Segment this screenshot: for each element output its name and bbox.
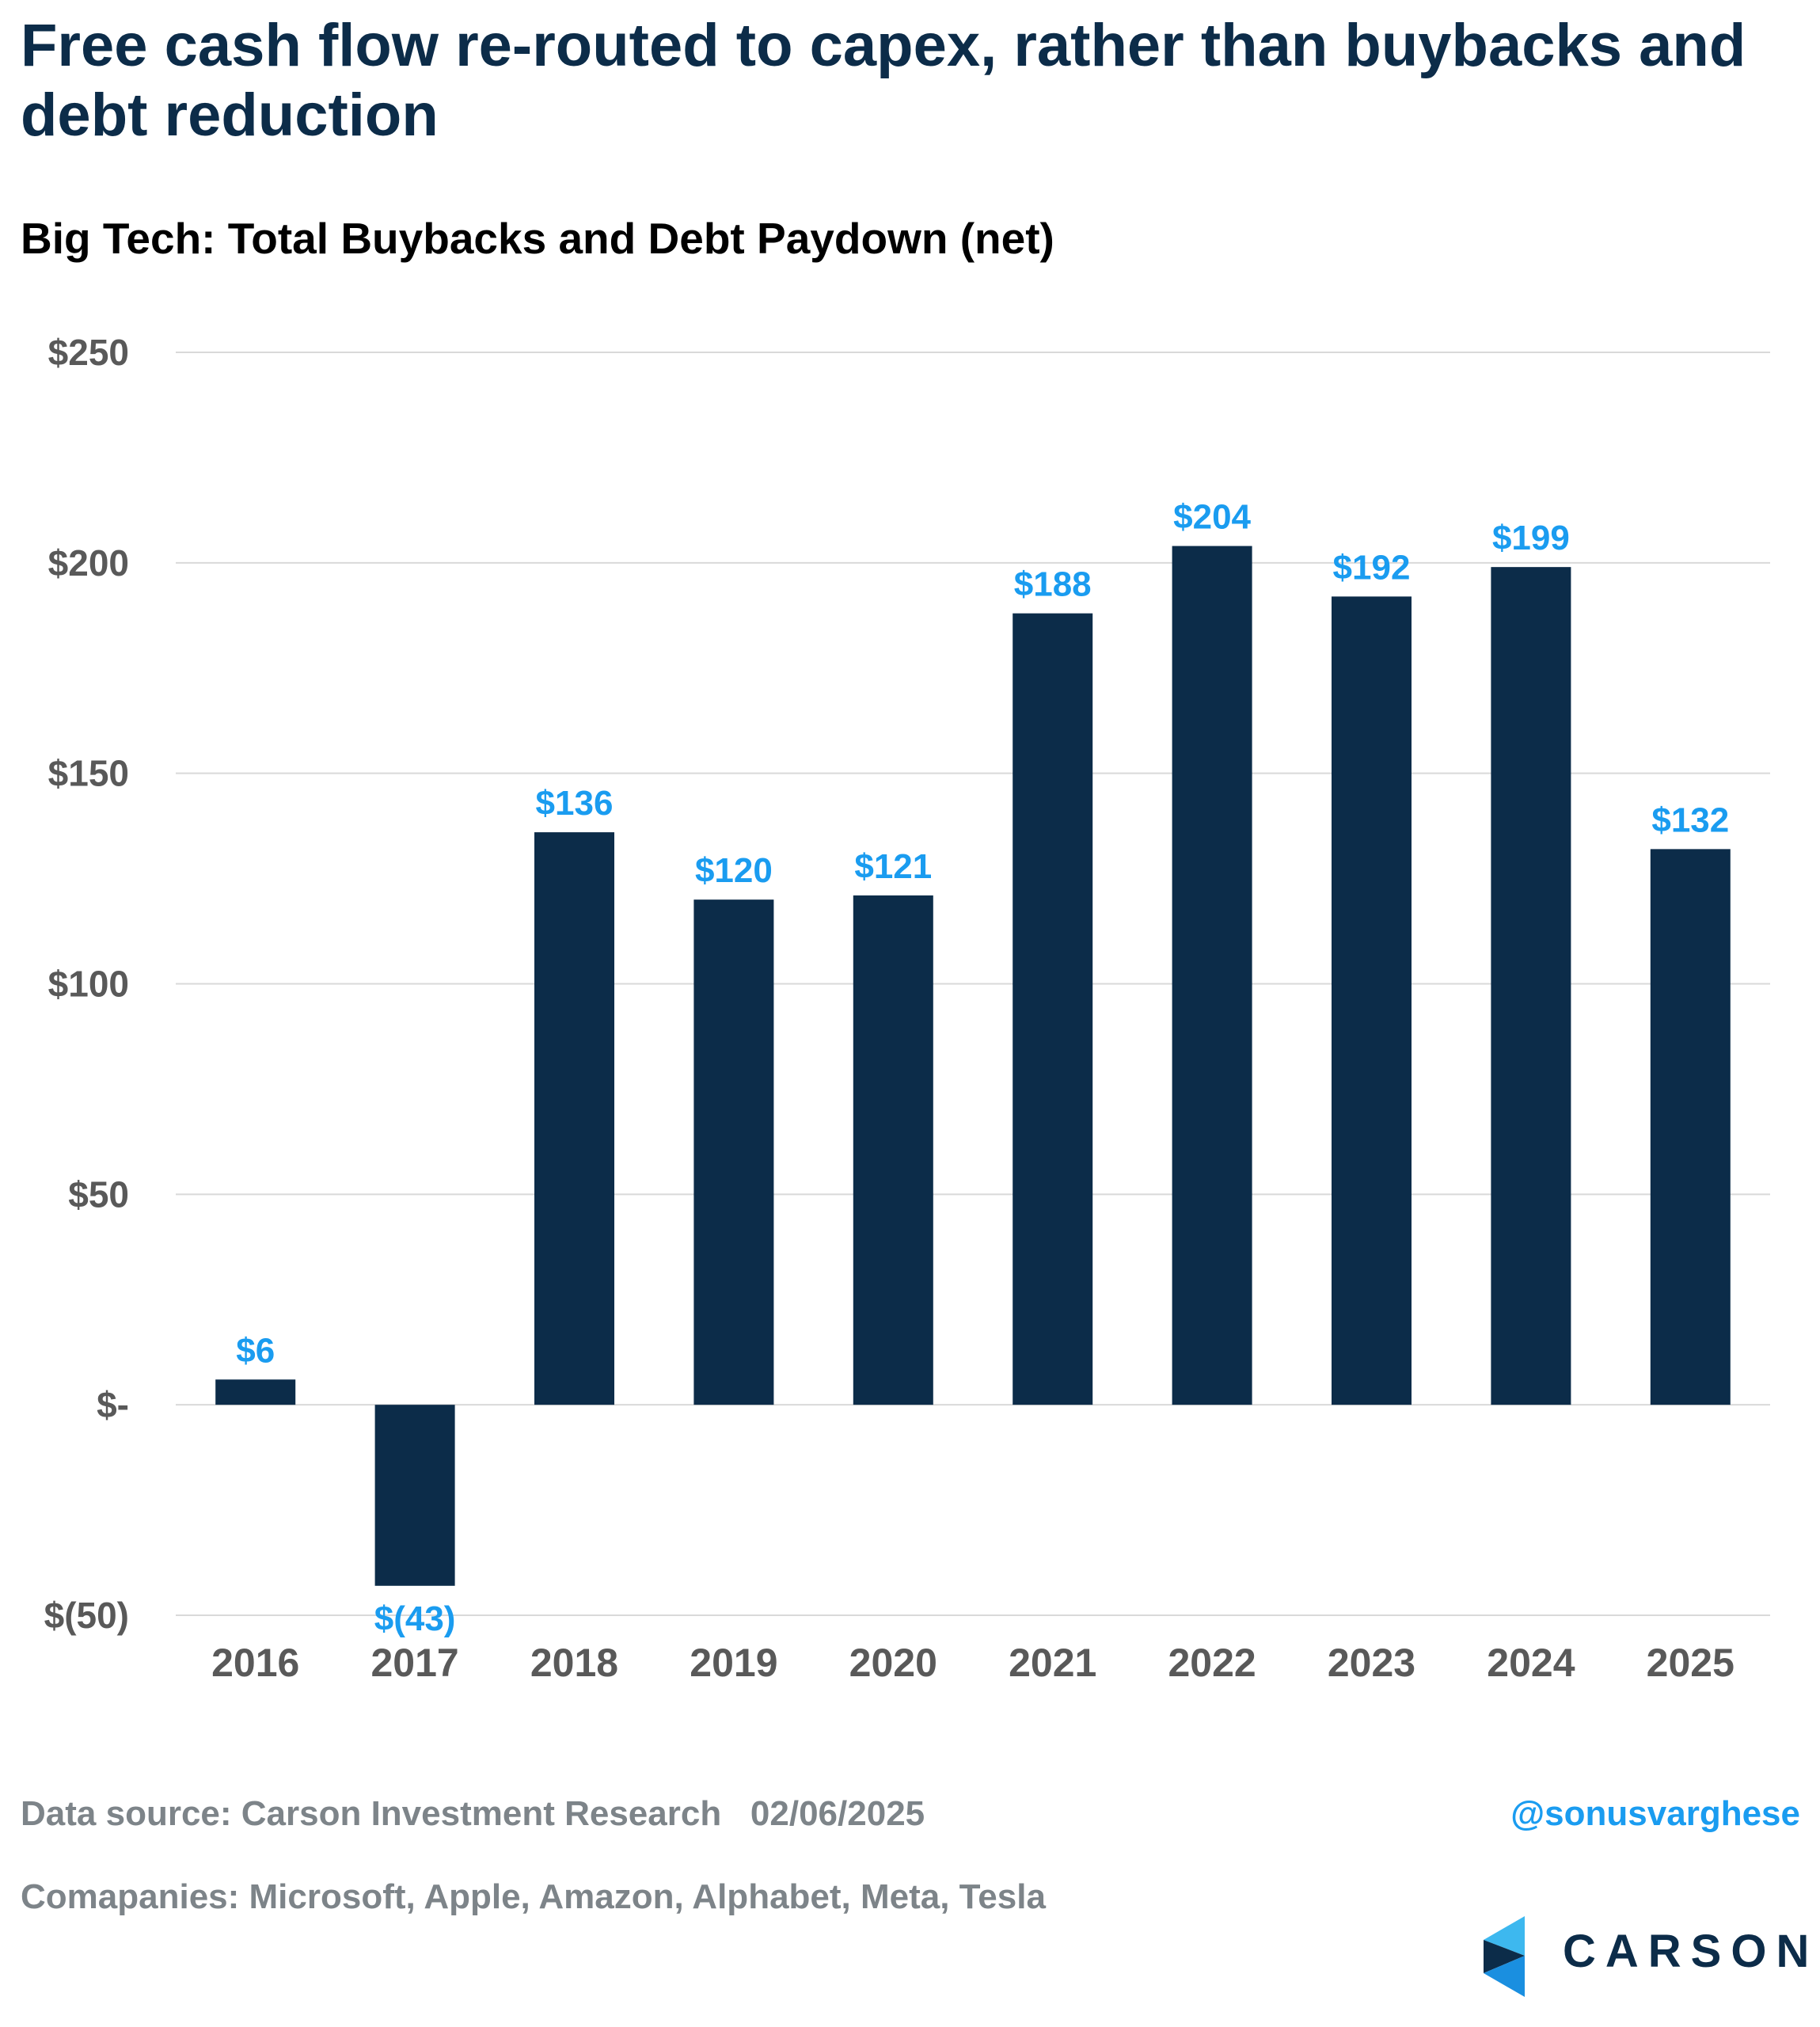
data-label-2025: $132 <box>1651 801 1729 839</box>
data-label-2019: $120 <box>695 851 773 890</box>
y-tick-label: $100 <box>48 964 129 1005</box>
x-tick-label: 2016 <box>211 1641 299 1685</box>
author-handle: @sonusvarghese <box>1510 1794 1800 1833</box>
bar-2017 <box>374 1405 455 1586</box>
bar-2016 <box>215 1379 296 1405</box>
x-tick-label: 2023 <box>1328 1641 1415 1685</box>
bar-value-labels: $6 $(43) $136 $120 $121 $188 $204 $192 $199 $132 <box>236 498 1729 1638</box>
x-tick-label: 2025 <box>1647 1641 1735 1685</box>
y-tick-label: $- <box>97 1384 129 1425</box>
x-tick-label: 2020 <box>849 1641 937 1685</box>
data-label-2024: $199 <box>1492 519 1570 557</box>
data-source-text: Data source: Carson Investment Research <box>21 1794 722 1833</box>
data-source-date: 02/06/2025 <box>750 1794 925 1833</box>
y-tick-label: $(50) <box>44 1595 129 1636</box>
data-label-2018: $136 <box>536 784 614 823</box>
data-source-note: Data source: Carson Investment Research … <box>21 1794 925 1834</box>
x-tick-label: 2022 <box>1168 1641 1256 1685</box>
bar-2024 <box>1491 567 1571 1405</box>
y-tick-label: $200 <box>48 542 129 584</box>
y-tick-label: $50 <box>68 1173 129 1215</box>
x-tick-label: 2021 <box>1009 1641 1096 1685</box>
y-axis-tick-labels: $250 $200 $150 $100 $50 $- $(50) <box>44 332 129 1636</box>
data-label-2020: $121 <box>854 847 932 886</box>
companies-note: Comapanies: Microsoft, Apple, Amazon, Al… <box>21 1877 1046 1916</box>
y-tick-label: $150 <box>48 753 129 794</box>
bar-2019 <box>693 899 774 1405</box>
y-tick-label: $250 <box>48 332 129 373</box>
bar-2025 <box>1650 849 1731 1405</box>
x-tick-label: 2017 <box>370 1641 458 1685</box>
carson-logo: CARSON <box>1477 1908 1809 2003</box>
bar-2021 <box>1013 613 1093 1405</box>
x-axis-tick-labels: 2016 2017 2018 2019 2020 2021 2022 2023 2024 2025 <box>211 1641 1735 1685</box>
data-label-2021: $188 <box>1014 565 1092 604</box>
data-label-2016: $6 <box>236 1331 275 1370</box>
bar-chart: $250 $200 $150 $100 $50 $- $(50) $6 $(43) $136 $1… <box>44 332 1770 1685</box>
bar-2018 <box>534 832 614 1405</box>
data-label-2017: $(43) <box>374 1599 456 1638</box>
x-tick-label: 2019 <box>690 1641 777 1685</box>
bars <box>215 546 1731 1586</box>
chart-headline: Free cash flow re-routed to capex, rathe… <box>21 12 1746 149</box>
data-label-2022: $204 <box>1173 498 1251 537</box>
x-tick-label: 2018 <box>530 1641 618 1685</box>
x-tick-label: 2024 <box>1487 1641 1575 1685</box>
carson-logo-icon <box>1484 1916 1525 1997</box>
chart-title: Big Tech: Total Buybacks and Debt Paydow… <box>21 214 1054 263</box>
data-label-2023: $192 <box>1333 548 1411 587</box>
bar-2023 <box>1332 596 1412 1405</box>
bar-2020 <box>853 895 933 1405</box>
bar-2022 <box>1172 546 1252 1405</box>
carson-logo-wordmark: CARSON <box>1563 1926 1819 1977</box>
